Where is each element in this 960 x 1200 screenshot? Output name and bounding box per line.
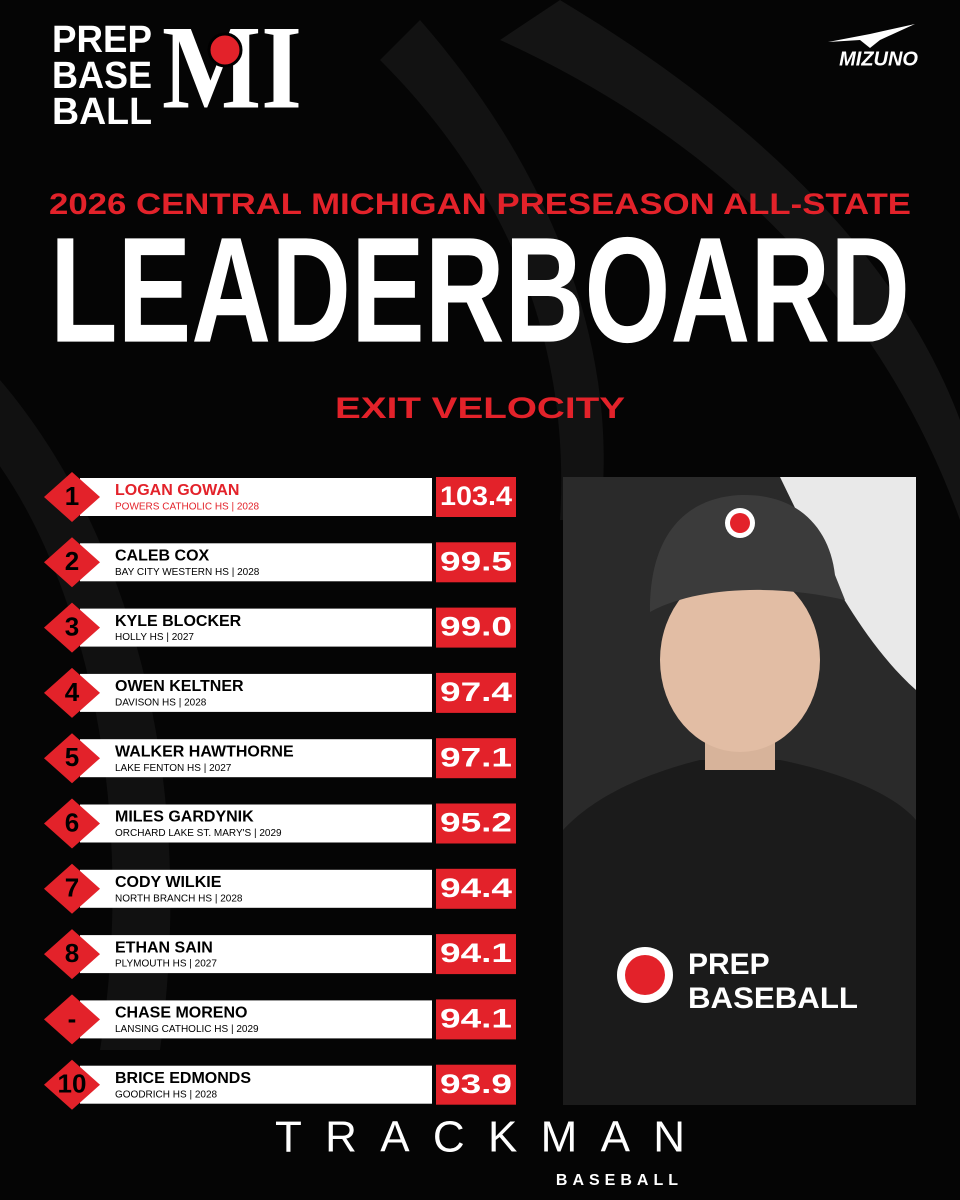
rank: 3 <box>65 611 79 641</box>
player-school: POWERS CATHOLIC HS | 2028 <box>115 502 260 513</box>
photo-face <box>660 568 820 752</box>
swoosh <box>380 20 604 520</box>
rank-diamond <box>44 602 100 653</box>
player-school: GOODRICH HS | 2028 <box>115 1089 218 1100</box>
player-school: LAKE FENTON HS | 2027 <box>115 763 232 774</box>
photo-shirt-logo <box>625 955 665 995</box>
value: 99.0 <box>440 612 512 642</box>
rank-diamond <box>44 863 100 914</box>
player-school: HOLLY HS | 2027 <box>115 632 194 643</box>
value-box <box>436 803 516 844</box>
player-name: BRICE EDMONDS <box>115 1070 251 1087</box>
player-school: BAY CITY WESTERN HS | 2028 <box>115 567 260 578</box>
value: 95.2 <box>440 808 512 838</box>
player-name: OWEN KELTNER <box>115 678 244 695</box>
value-box <box>436 672 516 713</box>
rank: 5 <box>65 742 79 772</box>
value-box <box>436 607 516 648</box>
rank-diamond <box>44 733 100 784</box>
value-box <box>436 934 516 975</box>
value: 93.9 <box>440 1069 512 1099</box>
footer-sub: BASEBALL <box>556 1172 683 1189</box>
logo: PREP BASE BALL MI <box>52 1 302 134</box>
shirt-text: BASEBALL <box>688 982 858 1015</box>
sponsor-mark <box>828 24 915 48</box>
value: 94.4 <box>440 873 512 903</box>
photo-shirt <box>563 760 916 1105</box>
logo-ball <box>207 32 243 68</box>
swoosh <box>500 0 960 520</box>
rank-diamond <box>44 667 100 718</box>
rank: 8 <box>65 938 79 968</box>
row-bar <box>80 1000 432 1039</box>
value-box <box>436 999 516 1040</box>
subtitle: 2026 CENTRAL MICHIGAN PRESEASON ALL-STAT… <box>49 188 911 221</box>
row-bar <box>80 1065 432 1104</box>
rank: 6 <box>65 807 79 837</box>
rank-diamond <box>44 994 100 1045</box>
row-bar <box>80 478 432 516</box>
value-box <box>436 1064 516 1105</box>
row-bar <box>80 608 432 647</box>
rank: - <box>68 1003 77 1033</box>
value: 94.1 <box>440 1004 512 1034</box>
player-school: LANSING CATHOLIC HS | 2029 <box>115 1024 259 1035</box>
rank: 4 <box>65 677 80 707</box>
rank-diamond <box>44 472 100 522</box>
row-bar <box>80 869 432 908</box>
photo-cap <box>650 495 845 612</box>
player-school: ORCHARD LAKE ST. MARY'S | 2029 <box>115 828 282 839</box>
logo-state: MI <box>162 1 302 134</box>
rank: 2 <box>65 546 79 576</box>
player-name: WALKER HAWTHORNE <box>115 743 294 760</box>
rank: 10 <box>58 1069 87 1099</box>
player-name: MILES GARDYNIK <box>115 809 254 826</box>
player-name: ETHAN SAIN <box>115 939 213 956</box>
player-school: NORTH BRANCH HS | 2028 <box>115 893 243 904</box>
player-name: CALEB COX <box>115 548 210 565</box>
value: 97.4 <box>440 677 512 707</box>
sponsor: MIZUNO <box>839 48 918 70</box>
rank-diamond <box>44 929 100 980</box>
value: 103.4 <box>440 481 512 511</box>
category: EXIT VELOCITY <box>335 392 625 425</box>
logo-line: PREP <box>52 19 152 61</box>
shirt-text: PREP <box>688 948 770 981</box>
player-name: CHASE MORENO <box>115 1005 247 1022</box>
logo-line: BASE <box>52 55 152 97</box>
row-bar <box>80 739 432 778</box>
row-bar <box>80 543 432 582</box>
value: 97.1 <box>440 742 512 772</box>
row-bar <box>80 673 432 712</box>
value-box <box>436 738 516 779</box>
rank-diamond <box>44 798 100 849</box>
player-school: PLYMOUTH HS | 2027 <box>115 959 217 970</box>
value-box <box>436 868 516 909</box>
value-box <box>436 477 516 517</box>
player-photo: PREP BASEBALL <box>563 477 916 1105</box>
rank-diamond <box>44 537 100 588</box>
player-name: KYLE BLOCKER <box>115 613 242 630</box>
title: LEADERBOARD <box>50 206 910 374</box>
player-name: LOGAN GOWAN <box>115 482 239 499</box>
row-bar <box>80 935 432 974</box>
rank: 7 <box>65 873 79 903</box>
row-bar <box>80 804 432 843</box>
rank-diamond <box>44 1059 100 1110</box>
photo-cap-logo <box>730 513 750 533</box>
logo-line: BALL <box>52 91 152 133</box>
player-name: CODY WILKIE <box>115 874 222 891</box>
value: 99.5 <box>440 546 512 576</box>
rank: 1 <box>65 481 79 511</box>
player-school: DAVISON HS | 2028 <box>115 698 207 709</box>
value: 94.1 <box>440 938 512 968</box>
value-box <box>436 542 516 583</box>
